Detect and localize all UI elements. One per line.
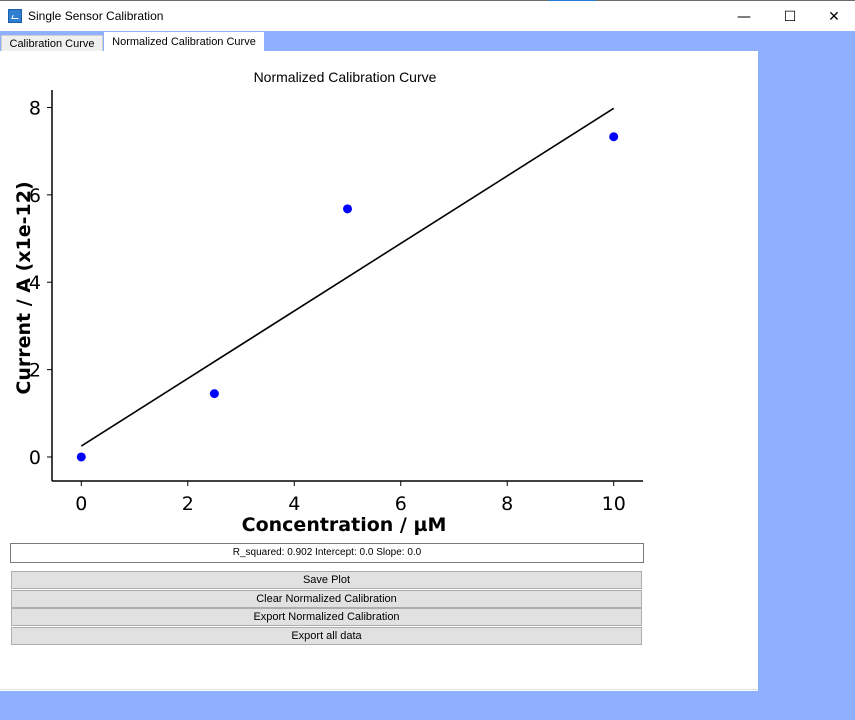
x-tick-label: 4 [288,493,300,515]
app-icon [8,9,22,23]
export-normalized-calibration-button[interactable]: Export Normalized Calibration [11,608,642,626]
save-plot-button[interactable]: Save Plot [11,571,642,589]
tab-bar: Calibration Curve Normalized Calibration… [0,31,270,52]
chart-axes: 0 2 4 6 8 10 0 2 4 6 8 [29,90,643,515]
close-button[interactable]: ✕ [828,8,840,25]
fit-line [80,107,615,447]
x-tick-label: 10 [602,493,626,515]
data-point [343,204,352,214]
tab-calibration-curve[interactable]: Calibration Curve [1,35,103,51]
y-tick-label: 6 [29,185,41,207]
y-tick-label: 4 [29,272,41,294]
x-tick-label: 8 [501,493,513,515]
x-tick-label: 2 [182,493,194,515]
y-tick-label: 0 [29,447,41,469]
chart-marks [76,107,619,462]
export-all-data-button[interactable]: Export all data [11,627,642,645]
fit-statistics-display: R_squared: 0.902 Intercept: 0.0 Slope: 0… [10,543,644,563]
y-axis-label: Current / A (x1e-12) [13,181,35,394]
maximize-button[interactable]: ☐ [783,8,797,25]
window-title: Single Sensor Calibration [28,9,164,23]
x-tick-label: 6 [395,493,407,515]
plot-title: Normalized Calibration Curve [253,69,437,85]
top-edge [0,0,855,1]
title-bar[interactable]: Single Sensor Calibration — ☐ ✕ [0,1,855,31]
data-point [609,132,619,142]
tab-normalized-calibration-curve[interactable]: Normalized Calibration Curve [104,32,264,52]
x-tick-label: 0 [75,493,87,515]
data-point [209,389,219,399]
y-tick-label: 8 [29,97,41,119]
data-point [76,452,86,462]
x-axis-label: Concentration / µM [242,514,447,536]
clear-normalized-calibration-button[interactable]: Clear Normalized Calibration [11,590,642,608]
y-tick-label: 2 [29,360,41,382]
panel-divider [0,689,758,690]
minimize-button[interactable]: — [737,8,751,25]
